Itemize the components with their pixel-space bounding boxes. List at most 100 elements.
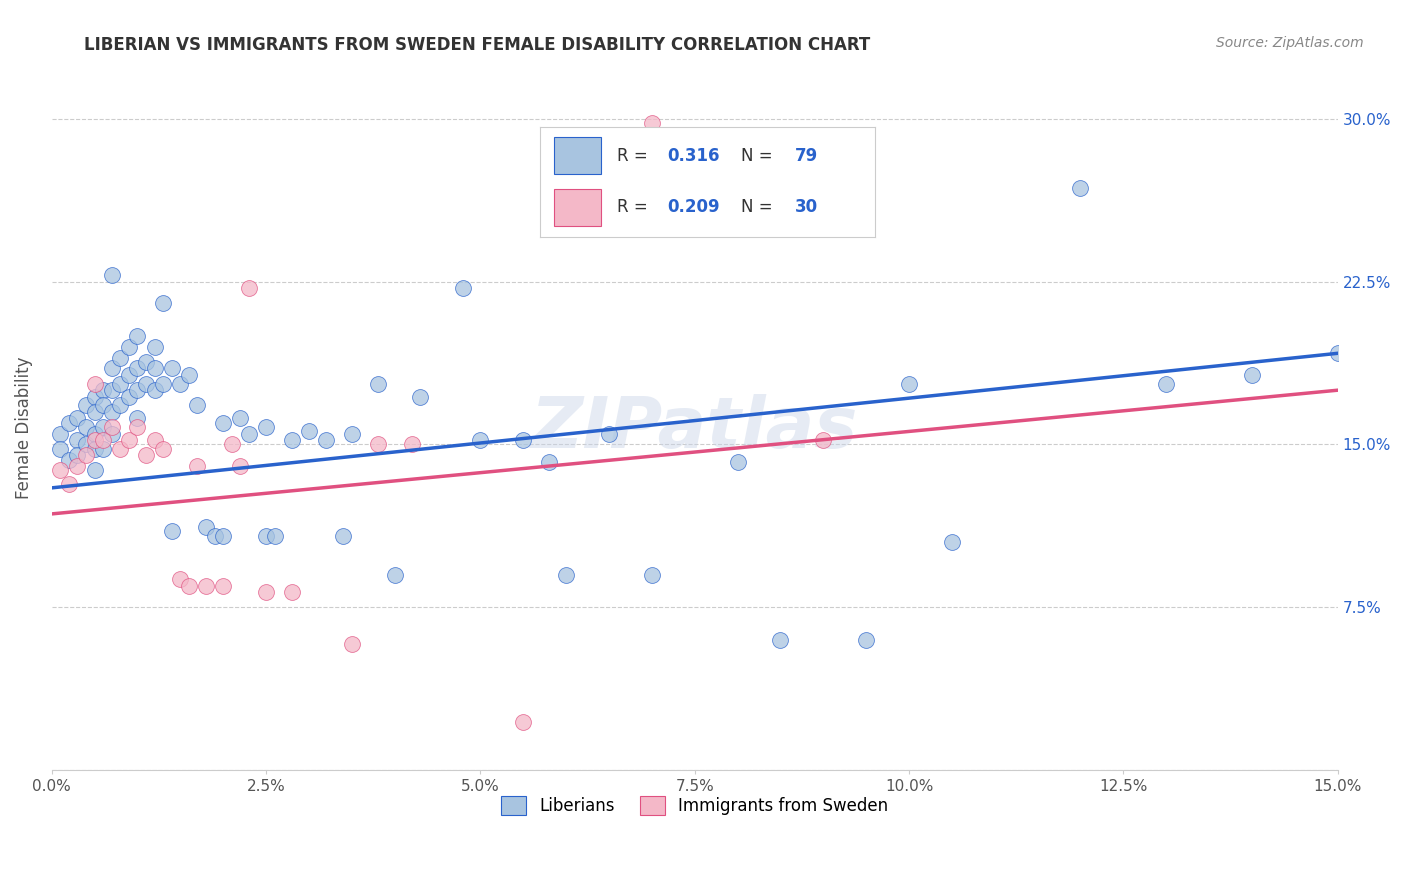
Point <box>1154 376 1177 391</box>
Point <box>127 383 149 397</box>
Point <box>100 268 122 282</box>
Point <box>409 390 432 404</box>
Point <box>100 420 122 434</box>
Point <box>340 637 363 651</box>
Point <box>315 433 337 447</box>
Point <box>83 433 105 447</box>
Point <box>186 459 208 474</box>
Legend: Liberians, Immigrants from Sweden: Liberians, Immigrants from Sweden <box>492 788 897 823</box>
Point <box>229 411 252 425</box>
Point <box>143 361 166 376</box>
Point <box>512 715 534 730</box>
Point <box>91 420 114 434</box>
Point <box>143 340 166 354</box>
Point <box>281 585 304 599</box>
Text: ZIPatlas: ZIPatlas <box>531 393 859 463</box>
Point <box>195 578 218 592</box>
Y-axis label: Female Disability: Female Disability <box>15 357 32 500</box>
Point <box>160 524 183 539</box>
Point <box>100 405 122 419</box>
Point <box>127 361 149 376</box>
Point <box>58 416 80 430</box>
Point <box>49 442 72 456</box>
Point <box>91 383 114 397</box>
Point <box>143 433 166 447</box>
Point <box>212 416 235 430</box>
Point <box>254 420 277 434</box>
Point <box>118 390 141 404</box>
Point <box>127 420 149 434</box>
Point <box>384 567 406 582</box>
Point <box>66 459 89 474</box>
Point <box>83 426 105 441</box>
Point <box>152 296 174 310</box>
Point <box>160 361 183 376</box>
Point <box>641 116 664 130</box>
Point <box>58 452 80 467</box>
Point <box>186 398 208 412</box>
Point <box>177 368 200 382</box>
Point <box>91 442 114 456</box>
Point <box>100 426 122 441</box>
Point <box>118 368 141 382</box>
Point <box>83 405 105 419</box>
Point <box>555 567 578 582</box>
Point <box>135 355 157 369</box>
Point <box>75 398 97 412</box>
Point <box>204 528 226 542</box>
Point <box>169 572 191 586</box>
Point <box>1069 181 1091 195</box>
Point <box>127 411 149 425</box>
Point <box>221 437 243 451</box>
Point <box>212 528 235 542</box>
Point <box>1240 368 1263 382</box>
Point <box>100 383 122 397</box>
Point <box>238 426 260 441</box>
Point <box>91 433 114 447</box>
Point <box>332 528 354 542</box>
Point <box>727 455 749 469</box>
Point <box>110 398 132 412</box>
Point <box>598 426 620 441</box>
Point <box>366 437 388 451</box>
Point <box>83 390 105 404</box>
Point <box>83 442 105 456</box>
Point <box>152 376 174 391</box>
Point <box>49 426 72 441</box>
Point <box>135 376 157 391</box>
Point <box>195 520 218 534</box>
Point <box>118 340 141 354</box>
Point <box>110 442 132 456</box>
Point <box>254 585 277 599</box>
Point <box>470 433 492 447</box>
Text: Source: ZipAtlas.com: Source: ZipAtlas.com <box>1216 36 1364 50</box>
Point <box>941 535 963 549</box>
Point <box>281 433 304 447</box>
Point <box>238 281 260 295</box>
Point <box>512 433 534 447</box>
Point <box>75 448 97 462</box>
Point <box>143 383 166 397</box>
Point <box>254 528 277 542</box>
Point <box>177 578 200 592</box>
Point <box>66 433 89 447</box>
Point <box>75 437 97 451</box>
Point <box>169 376 191 391</box>
Point <box>537 455 560 469</box>
Point <box>366 376 388 391</box>
Point <box>898 376 921 391</box>
Point <box>127 329 149 343</box>
Point <box>855 632 877 647</box>
Point <box>1326 346 1348 360</box>
Point <box>100 361 122 376</box>
Point <box>66 448 89 462</box>
Point <box>110 351 132 365</box>
Point <box>135 448 157 462</box>
Point <box>813 433 835 447</box>
Point <box>229 459 252 474</box>
Point <box>110 376 132 391</box>
Point <box>75 420 97 434</box>
Point <box>451 281 474 295</box>
Point <box>769 632 792 647</box>
Point <box>83 463 105 477</box>
